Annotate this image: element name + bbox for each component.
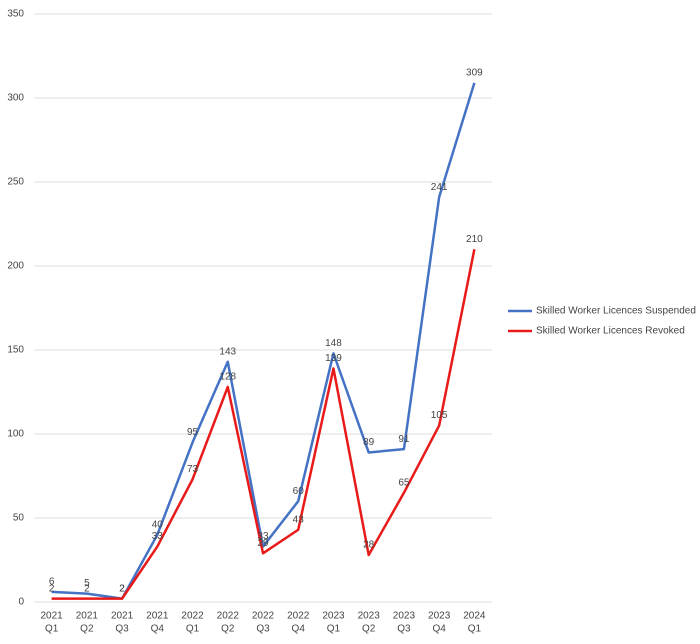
data-label: 2 xyxy=(49,583,55,594)
x-tick-label: Q1 xyxy=(468,624,482,635)
x-tick-label: 2021 xyxy=(146,611,169,622)
x-tick-label: 2022 xyxy=(217,611,240,622)
x-tick-label: 2021 xyxy=(111,611,134,622)
series-line xyxy=(51,248,476,600)
x-tick-label: 2023 xyxy=(428,611,451,622)
data-label: 95 xyxy=(187,427,199,438)
y-tick-label: 300 xyxy=(7,93,24,104)
x-tick-label: Q4 xyxy=(292,624,306,635)
x-tick-label: Q2 xyxy=(221,624,235,635)
data-label: 6 xyxy=(49,577,55,588)
x-tick-label: Q1 xyxy=(45,624,59,635)
data-label: 2 xyxy=(84,583,90,594)
data-label: 139 xyxy=(325,353,342,364)
y-tick-label: 250 xyxy=(7,177,24,188)
data-label: 33 xyxy=(152,531,164,542)
data-label: 73 xyxy=(187,464,199,475)
data-label: 33 xyxy=(257,531,269,542)
x-tick-label: 2023 xyxy=(358,611,381,622)
data-label: 28 xyxy=(363,540,375,551)
legend-label: Skilled Worker Licences Revoked xyxy=(536,326,685,337)
series-line xyxy=(51,82,476,600)
x-tick-label: Q3 xyxy=(256,624,270,635)
x-tick-label: Q4 xyxy=(432,624,446,635)
data-label: 29 xyxy=(257,538,269,549)
x-tick-label: Q3 xyxy=(397,624,411,635)
x-tick-label: 2022 xyxy=(287,611,310,622)
y-tick-label: 350 xyxy=(7,9,24,20)
data-label: 143 xyxy=(219,346,236,357)
x-tick-label: Q4 xyxy=(151,624,165,635)
x-tick-label: Q2 xyxy=(80,624,94,635)
x-tick-label: Q2 xyxy=(362,624,376,635)
x-tick-label: 2023 xyxy=(393,611,416,622)
data-label: 89 xyxy=(363,437,375,448)
y-tick-label: 0 xyxy=(18,597,24,608)
x-tick-label: Q3 xyxy=(115,624,129,635)
y-tick-label: 150 xyxy=(7,345,24,356)
x-tick-label: 2022 xyxy=(252,611,275,622)
x-tick-label: 2022 xyxy=(181,611,204,622)
data-label: 148 xyxy=(325,338,342,349)
data-label: 43 xyxy=(293,514,305,525)
data-label: 5 xyxy=(84,578,90,589)
x-tick-label: 2024 xyxy=(463,611,486,622)
data-label: 309 xyxy=(466,68,483,79)
data-label: 210 xyxy=(466,234,483,245)
data-label: 2 xyxy=(119,583,125,594)
data-label: 40 xyxy=(152,519,164,530)
y-tick-label: 50 xyxy=(13,513,25,524)
data-label: 128 xyxy=(219,372,236,383)
y-tick-label: 200 xyxy=(7,261,24,272)
legend-label: Skilled Worker Licences Suspended xyxy=(536,306,696,317)
x-tick-label: Q1 xyxy=(327,624,341,635)
data-label: 65 xyxy=(398,477,410,488)
data-label: 2 xyxy=(119,583,125,594)
x-tick-label: 2021 xyxy=(40,611,63,622)
y-tick-label: 100 xyxy=(7,429,24,440)
x-tick-label: 2023 xyxy=(322,611,345,622)
data-label: 241 xyxy=(431,182,448,193)
data-label: 105 xyxy=(431,410,448,421)
data-label: 91 xyxy=(398,434,410,445)
x-tick-label: 2021 xyxy=(76,611,99,622)
data-label: 60 xyxy=(293,486,305,497)
x-tick-label: Q1 xyxy=(186,624,200,635)
